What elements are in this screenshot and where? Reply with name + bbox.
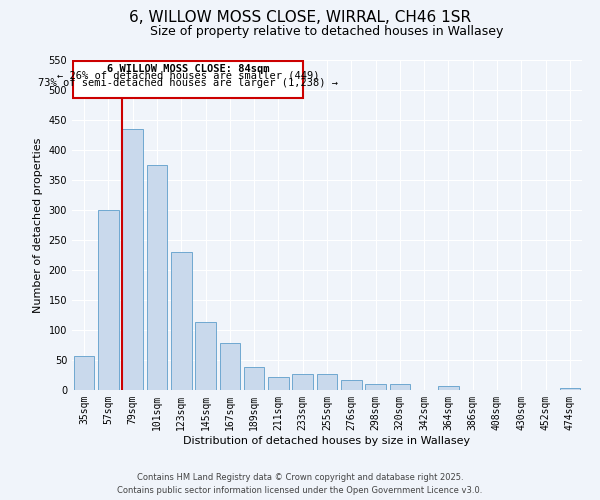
- FancyBboxPatch shape: [73, 61, 303, 98]
- Bar: [317, 374, 337, 390]
- Bar: [171, 252, 191, 390]
- Bar: [438, 386, 459, 390]
- Text: 6 WILLOW MOSS CLOSE: 84sqm: 6 WILLOW MOSS CLOSE: 84sqm: [107, 64, 269, 74]
- Bar: [98, 210, 119, 390]
- Text: Contains HM Land Registry data © Crown copyright and database right 2025.
Contai: Contains HM Land Registry data © Crown c…: [118, 474, 482, 495]
- Bar: [389, 384, 410, 390]
- Bar: [195, 322, 216, 390]
- Bar: [292, 374, 313, 390]
- Bar: [146, 165, 167, 390]
- Bar: [341, 380, 362, 390]
- Text: 73% of semi-detached houses are larger (1,238) →: 73% of semi-detached houses are larger (…: [38, 78, 338, 88]
- Title: Size of property relative to detached houses in Wallasey: Size of property relative to detached ho…: [151, 25, 503, 38]
- Bar: [220, 343, 240, 390]
- Bar: [268, 377, 289, 390]
- Text: 6, WILLOW MOSS CLOSE, WIRRAL, CH46 1SR: 6, WILLOW MOSS CLOSE, WIRRAL, CH46 1SR: [129, 10, 471, 25]
- X-axis label: Distribution of detached houses by size in Wallasey: Distribution of detached houses by size …: [184, 436, 470, 446]
- Bar: [122, 129, 143, 390]
- Text: ← 26% of detached houses are smaller (449): ← 26% of detached houses are smaller (44…: [57, 71, 319, 81]
- Y-axis label: Number of detached properties: Number of detached properties: [33, 138, 43, 312]
- Bar: [365, 384, 386, 390]
- Bar: [74, 356, 94, 390]
- Bar: [244, 367, 265, 390]
- Bar: [560, 388, 580, 390]
